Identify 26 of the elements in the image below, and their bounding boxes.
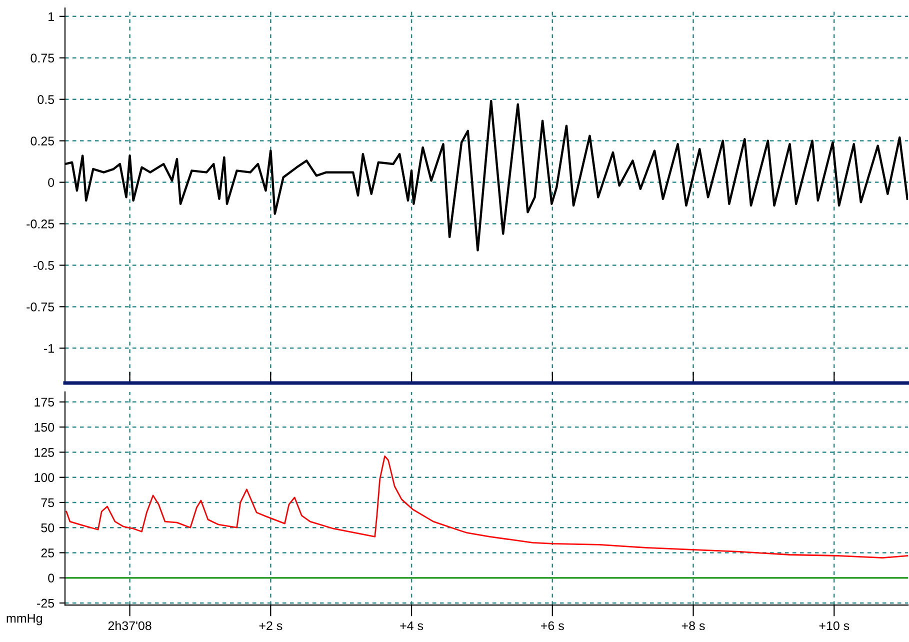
y-axis-title: mmHg <box>6 614 42 626</box>
x-tick-label: +10 s <box>819 621 850 630</box>
y-tick-label: -25 <box>37 598 54 608</box>
y-tick-label: -0.25 <box>26 220 54 228</box>
y-tick-label: 100 <box>34 473 54 482</box>
y-tick-label: -0.75 <box>26 302 54 312</box>
y-tick-label: 0.75 <box>30 54 54 63</box>
x-tick-label: +4 s <box>400 621 424 630</box>
y-tick-label: 0.5 <box>38 95 54 104</box>
y-tick-label: 150 <box>34 422 54 432</box>
x-tick-label: +2 s <box>259 621 282 630</box>
y-tick-label: 75 <box>41 498 54 508</box>
y-tick-label: 0 <box>48 178 54 187</box>
y-tick-label: 0 <box>48 574 54 583</box>
y-tick-label: 25 <box>41 548 54 558</box>
y-tick-label: -0.5 <box>34 261 54 270</box>
x-tick-label: +8 s <box>682 621 705 630</box>
y-tick-label: 1 <box>48 12 54 21</box>
y-tick-label: -1 <box>44 344 54 353</box>
line-series <box>66 456 908 558</box>
y-tick-label: 125 <box>34 448 54 457</box>
y-tick-label: 175 <box>34 398 54 407</box>
x-tick-label: 2h37'08 <box>108 620 152 630</box>
y-tick-label: 0.25 <box>30 136 54 146</box>
y-tick-label: 50 <box>41 523 54 532</box>
x-tick-label: +6 s <box>541 621 564 630</box>
